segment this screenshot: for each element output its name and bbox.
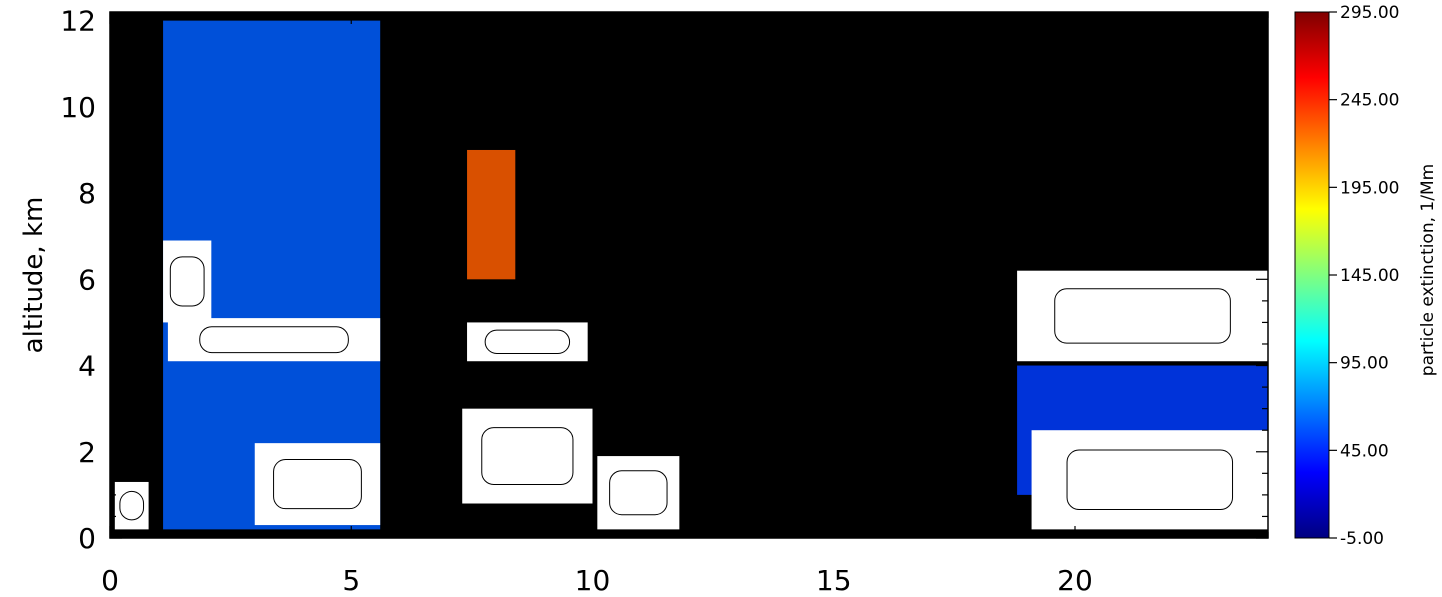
extinction-region	[1031, 430, 1268, 530]
extinction-region	[1017, 270, 1268, 362]
extinction-region	[462, 408, 593, 504]
y-axis-label: altitude, km	[19, 197, 49, 354]
x-tick-label: 5	[342, 564, 360, 597]
contour-line	[1054, 288, 1231, 344]
contour-line	[169, 256, 205, 307]
y-tick-label: 0	[78, 522, 96, 555]
colorbar-label: particle extinction, 1/Mm	[1418, 164, 1438, 376]
colorbar-tick-label: 95.00	[1340, 354, 1389, 374]
extinction-region	[467, 149, 516, 280]
x-tick-label: 10	[575, 564, 611, 597]
y-tick-label: 8	[78, 177, 96, 210]
y-tick-label: 4	[78, 350, 96, 383]
x-tick-label: 15	[816, 564, 852, 597]
extinction-region	[254, 443, 381, 526]
colorbar-tick-label: -5.00	[1340, 529, 1384, 549]
contour-lines	[119, 256, 1234, 521]
y-axis: 0 2 4 6 8 10 12	[60, 5, 1268, 555]
contour-line	[1066, 449, 1234, 511]
extinction-region	[114, 481, 149, 530]
contour-line	[199, 326, 349, 354]
contour-line	[119, 490, 145, 521]
contour-line	[609, 470, 668, 516]
colorbar-tick-label: 45.00	[1340, 441, 1389, 461]
y-tick-label: 12	[60, 5, 96, 38]
extinction-region	[597, 456, 680, 530]
colorbar-tick-label: 245.00	[1340, 91, 1399, 111]
y-tick-label: 6	[78, 263, 96, 296]
extinction-region	[167, 318, 381, 362]
extinction-field	[114, 20, 1268, 530]
y-tick-label: 10	[60, 91, 96, 124]
x-tick-label: 20	[1057, 564, 1093, 597]
colorbar	[1294, 11, 1330, 539]
contour-line	[481, 427, 574, 486]
colorbar-tick-label: 145.00	[1340, 266, 1399, 286]
colorbar-ticks: -5.00 45.00 95.00 145.00 195.00 245.00 295.00	[1329, 3, 1399, 549]
contour-line	[484, 329, 571, 354]
contour-line	[273, 459, 362, 510]
y-tick-label: 2	[78, 436, 96, 469]
extinction-region	[163, 240, 212, 323]
x-tick-label: 0	[101, 564, 119, 597]
extinction-region	[467, 322, 588, 362]
colorbar-tick-label: 195.00	[1340, 178, 1399, 198]
colorbar-tick-label: 295.00	[1340, 3, 1399, 23]
x-axis: 0 5 10 15 20	[101, 12, 1269, 597]
